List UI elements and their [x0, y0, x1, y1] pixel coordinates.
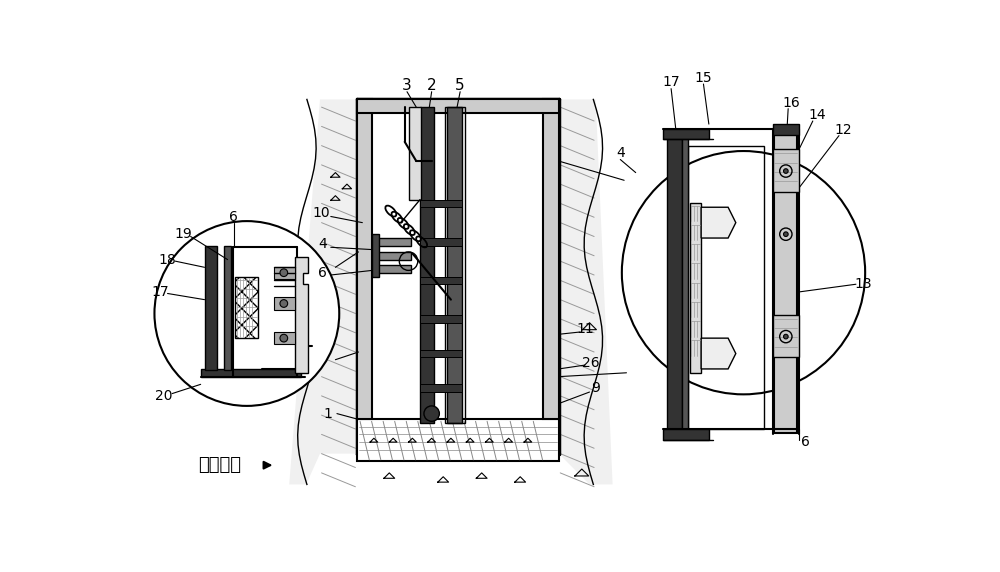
Bar [372, 234, 379, 276]
Text: 11: 11 [577, 322, 595, 336]
Polygon shape [289, 100, 357, 484]
Bar [682, 130, 688, 431]
Text: 26: 26 [582, 356, 600, 370]
Circle shape [784, 334, 788, 339]
Text: 5: 5 [455, 78, 465, 93]
Text: 4: 4 [616, 146, 625, 160]
Text: 9: 9 [591, 381, 600, 395]
Circle shape [622, 151, 865, 394]
Circle shape [280, 300, 288, 307]
Polygon shape [295, 257, 308, 373]
Text: 1: 1 [323, 407, 332, 420]
Polygon shape [701, 338, 736, 369]
Text: 19: 19 [174, 227, 192, 241]
Polygon shape [559, 100, 613, 484]
Text: 6: 6 [318, 265, 327, 280]
Text: 18: 18 [159, 253, 176, 267]
Text: 6: 6 [229, 210, 238, 224]
Bar [201, 369, 301, 376]
Text: 16: 16 [782, 96, 800, 110]
Bar [774, 129, 797, 433]
Bar [205, 246, 217, 371]
Text: 12: 12 [835, 123, 852, 137]
Bar [274, 267, 295, 279]
Bar [773, 315, 799, 358]
Bar [420, 349, 462, 358]
Text: 水流方向: 水流方向 [198, 456, 241, 474]
Circle shape [280, 334, 288, 342]
Bar [447, 107, 462, 423]
Bar [274, 332, 295, 344]
Bar [445, 107, 465, 423]
Bar [374, 238, 411, 246]
Text: 2: 2 [427, 78, 436, 93]
Bar [357, 419, 559, 462]
Text: 14: 14 [809, 108, 826, 122]
Bar [420, 238, 462, 246]
Text: 20: 20 [155, 389, 172, 403]
Bar [374, 252, 411, 260]
Text: 15: 15 [695, 71, 712, 85]
Bar [420, 107, 434, 423]
Text: 10: 10 [313, 206, 330, 220]
Bar [224, 246, 231, 371]
Text: 4: 4 [318, 237, 327, 251]
Bar [773, 124, 799, 135]
Bar [420, 384, 462, 392]
Text: 13: 13 [854, 277, 872, 291]
Bar [357, 100, 559, 113]
Circle shape [280, 269, 288, 276]
Bar [543, 100, 559, 419]
Text: 17: 17 [662, 76, 680, 89]
Circle shape [784, 169, 788, 173]
Bar [663, 129, 709, 140]
Circle shape [784, 232, 788, 236]
Polygon shape [701, 207, 736, 238]
Circle shape [154, 221, 339, 406]
Bar [773, 149, 799, 192]
Text: 3: 3 [402, 78, 412, 93]
Text: 17: 17 [151, 285, 169, 299]
Circle shape [424, 406, 439, 422]
Bar [666, 130, 682, 431]
Bar [420, 200, 462, 207]
Bar [235, 276, 258, 338]
Bar [374, 265, 411, 273]
Bar [357, 100, 372, 419]
Bar [420, 276, 462, 284]
Bar [663, 429, 709, 440]
Bar [274, 297, 295, 309]
Bar [409, 107, 421, 200]
Bar [420, 315, 462, 323]
Text: 6: 6 [801, 435, 810, 449]
Bar [690, 204, 701, 373]
Bar [688, 146, 764, 429]
